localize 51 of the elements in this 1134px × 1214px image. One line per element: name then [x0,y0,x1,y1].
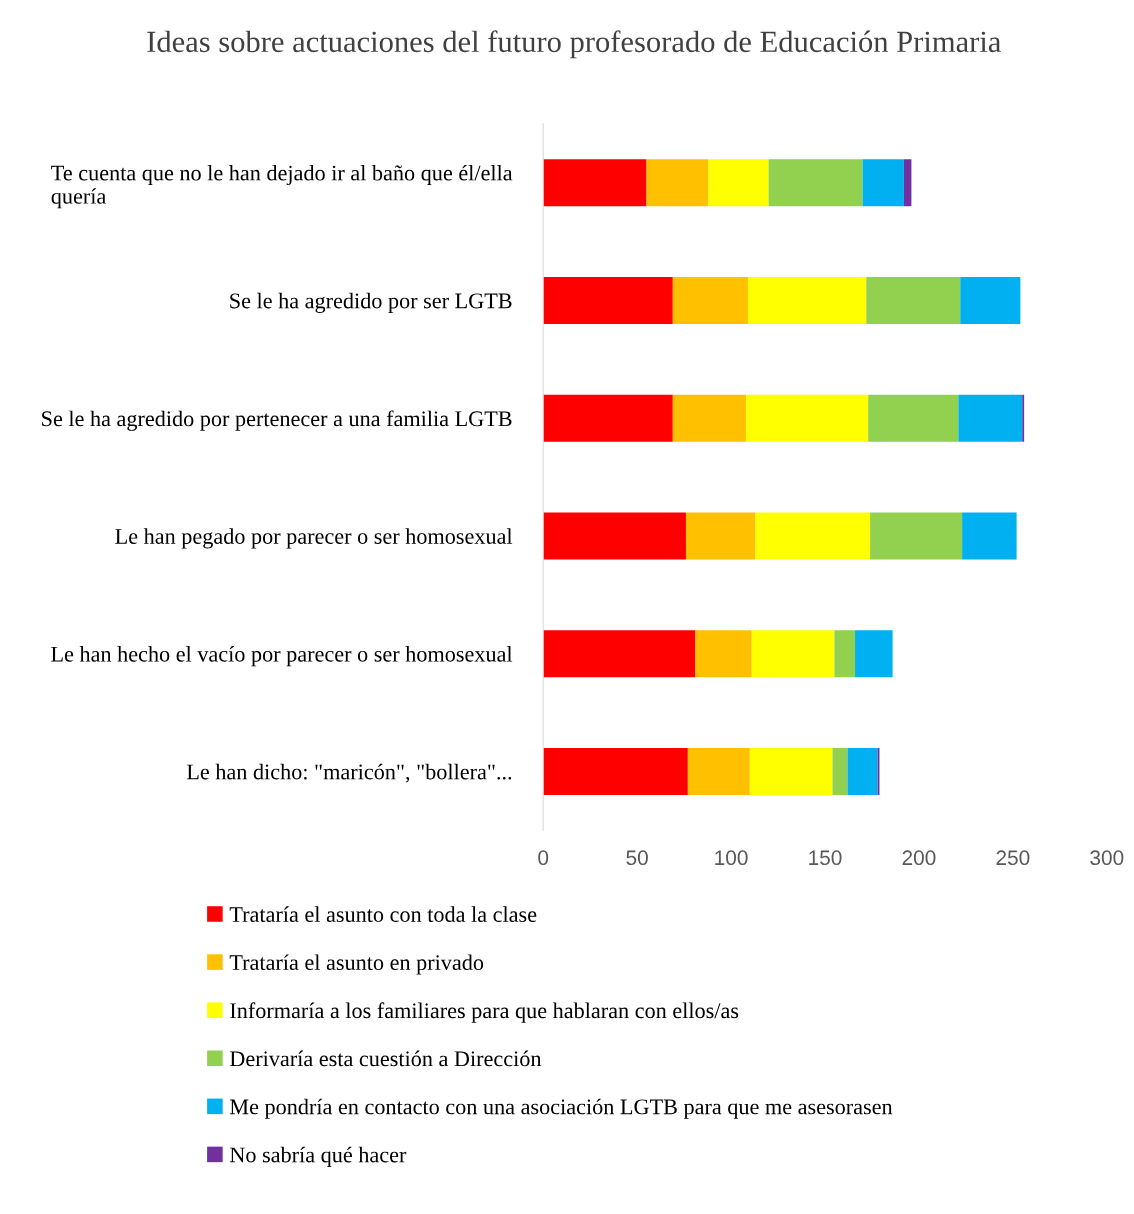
bar [832,747,848,796]
bar [862,159,904,207]
bar [687,747,750,796]
x-tick-label: 50 [626,850,648,866]
legend-label: Derivaría esta cuestión a Dirección [229,1050,542,1067]
bar [749,747,833,796]
x-tick-label: 100 [715,850,748,866]
bar [746,394,869,442]
y-tick-label: Se le ha agredido por ser LGTB [230,292,512,313]
bar [960,276,1021,325]
bar [868,394,959,442]
bar [543,747,688,796]
bar [768,159,863,207]
x-tick-label: 0 [538,850,549,866]
bar [685,512,756,560]
bar [543,630,696,678]
x-tick-label: 300 [1090,850,1124,866]
bar [903,159,912,207]
bar [870,512,963,560]
bar [751,630,835,678]
y-tick-label: Se le ha agredido por pertenecer a una familia LGTB [42,410,512,431]
y-tick-label: Le han pegado por parecer o ser homosexual [115,528,513,549]
bar [646,159,709,207]
legend-label: Trataría el asunto con toda la clase [229,906,537,922]
bar [855,630,893,678]
bar [695,630,752,678]
bar [543,159,647,207]
legend-label: No sabría qué hacer [229,1146,407,1167]
bar [847,747,878,796]
bar [672,276,748,325]
legend-label: Informaría a los familiares para que hablaran con ellos/as [230,1002,739,1023]
legend-label: Me pondría en contacto con una asociación LGTB para que me asesorasen [229,1098,893,1119]
legend-label: Trataría el asunto en privado [229,954,484,975]
bar [962,512,1017,560]
bar [834,630,856,678]
y-tick-label: Te cuenta que no le han dejado ir al baño que él/ella quería [51,164,513,209]
bar [747,276,867,325]
bar [866,276,961,325]
chart-title: Ideas sobre actuaciones del futuro profesorado de Educación Primaria [147,30,1001,59]
bar [543,512,686,560]
bar [958,394,1023,442]
bar [708,159,769,207]
bar [755,512,871,560]
y-tick-label: Le han dicho: "maricón", "bollera"... [186,763,512,783]
bar [672,394,747,442]
x-tick-label: 200 [902,850,936,866]
bar [543,394,673,442]
y-tick-label: Le han hecho el vacío por parecer o ser homosexual [51,646,513,667]
x-tick-label: 150 [809,850,842,866]
x-tick-label: 250 [996,850,1030,866]
bar [543,276,673,325]
